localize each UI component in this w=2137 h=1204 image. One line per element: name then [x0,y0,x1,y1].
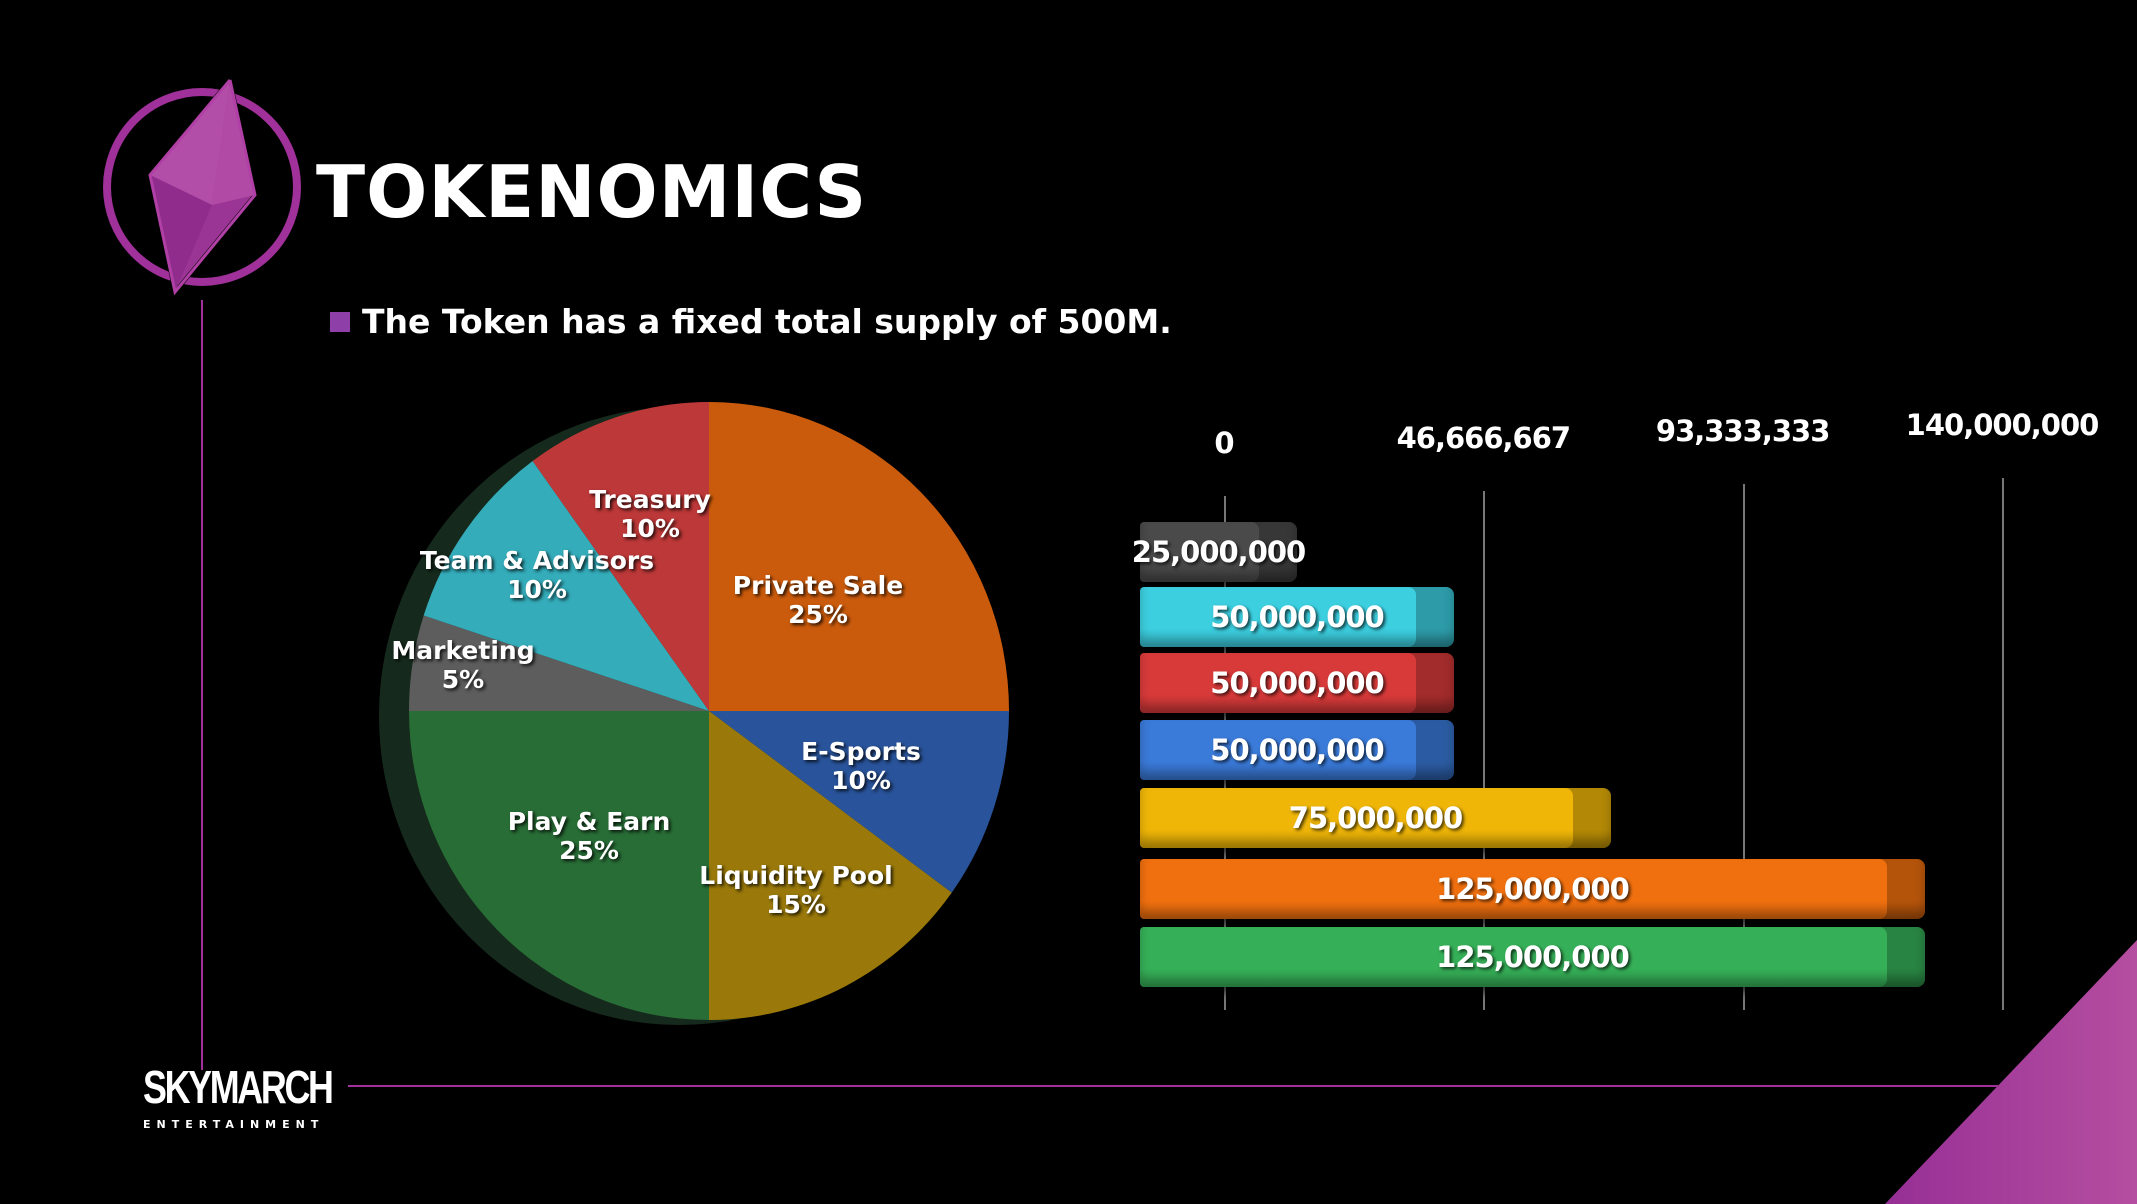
gridline [1742,484,1745,1010]
horizontal-accent-line [348,1085,1998,1087]
x-tick-label: 140,000,000 [1905,408,2100,442]
gridline [1483,491,1486,1010]
supply-note-text: The Token has a fixed total supply of 50… [362,302,1172,341]
pie-slice-play-earn [409,711,709,1020]
gridline [2002,478,2004,1010]
supply-note: The Token has a fixed total supply of 50… [330,302,1172,341]
brand-name: SKYMARCH [143,1061,334,1113]
pie-label-value: 15% [766,890,826,919]
pie-label-value: 10% [620,514,680,543]
pie-label: Marketing 5% [391,636,534,694]
pie-label: Private Sale 25% [733,571,903,629]
pie-slice-treasury [532,402,709,711]
bar-value-label: 125,000,000 [1436,872,1630,906]
pie-label: Liquidity Pool 15% [699,861,892,919]
bar: 75,000,000 [1140,788,1611,848]
bar: 50,000,000 [1140,653,1454,713]
pie-slice-liquidity-pool [709,711,952,1020]
brand-logo: SKYMARCH ENTERTAINMENT [143,1060,385,1131]
pie-label-value: 25% [559,836,619,865]
pie-slice-team-advisors [423,461,709,711]
bar: 125,000,000 [1140,859,1925,919]
pie-slice-marketing [409,615,709,711]
bar-value-label: 50,000,000 [1210,733,1384,767]
pie-chart [379,402,1009,1025]
bar-value-label: 50,000,000 [1210,600,1384,634]
bar-value-label: 50,000,000 [1210,666,1384,700]
pie-label-name: E-Sports [801,737,921,766]
pie-label-name: Treasury [589,485,711,514]
pie-label-value: 10% [831,766,891,795]
pie-label: Team & Advisors 10% [420,546,654,604]
brand-subtitle: ENTERTAINMENT [143,1118,325,1131]
pie-shading [409,402,1009,1020]
bar: 50,000,000 [1140,720,1454,780]
bar: 125,000,000 [1140,927,1925,987]
pie-label-name: Private Sale [732,571,904,600]
bar-value-label: 125,000,000 [1436,940,1630,974]
x-tick-label: 0 [1214,426,1234,460]
bar: 50,000,000 [1140,587,1454,647]
pie-label: Treasury 10% [589,485,711,543]
bar: 25,000,000 [1132,522,1306,582]
bar-value-label: 75,000,000 [1288,801,1463,835]
bullet-icon [330,311,350,332]
x-tick-label: 93,333,333 [1655,414,1830,448]
pie-slice-e-sports [709,711,1009,893]
pie-slice-private-sale [709,402,1009,711]
page-title: TOKENOMICS [316,150,868,234]
token-logo-icon [103,75,301,297]
pie-label-value: 25% [788,600,848,629]
pie-label: Play & Earn 25% [508,807,671,865]
pie-label-name: Play & Earn [507,807,671,836]
bar-value-label: 25,000,000 [1131,535,1306,569]
pie-label-name: Liquidity Pool [699,861,893,890]
pie-label: E-Sports 10% [801,737,921,795]
vertical-accent-line [201,300,203,1070]
corner-triangle [1885,940,2137,1204]
pie-label-name: Team & Advisors [419,546,655,575]
pie-label-name: Marketing [391,636,535,665]
pie-label-value: 5% [441,665,485,694]
x-tick-label: 46,666,667 [1396,421,1571,455]
pie-label-value: 10% [507,575,567,604]
